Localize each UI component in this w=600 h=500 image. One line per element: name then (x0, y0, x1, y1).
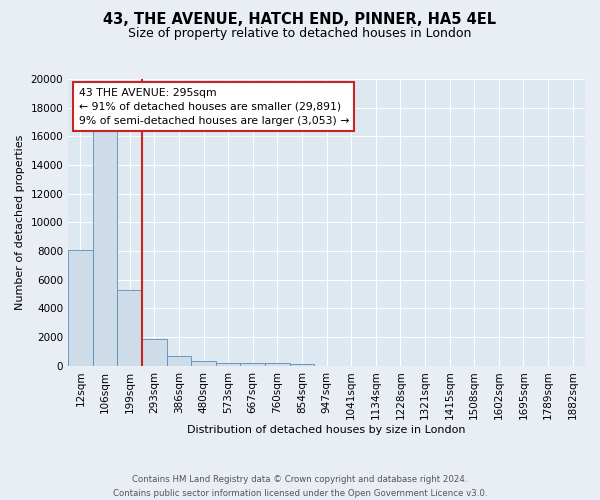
Bar (167, 356, 191, 366)
Bar (241, 363, 265, 366)
Text: Contains HM Land Registry data © Crown copyright and database right 2024.
Contai: Contains HM Land Registry data © Crown c… (113, 476, 487, 498)
Bar (118, 290, 142, 366)
Bar (290, 364, 314, 366)
Y-axis label: Number of detached properties: Number of detached properties (15, 134, 25, 310)
Bar (93, 129, 118, 366)
Text: 43 THE AVENUE: 295sqm
← 91% of detached houses are smaller (29,891)
9% of semi-d: 43 THE AVENUE: 295sqm ← 91% of detached … (79, 88, 349, 126)
Bar (216, 362, 241, 366)
X-axis label: Distribution of detached houses by size in London: Distribution of detached houses by size … (187, 425, 466, 435)
Bar (191, 361, 216, 366)
Bar (68, 250, 93, 366)
Bar (265, 364, 290, 366)
Text: Size of property relative to detached houses in London: Size of property relative to detached ho… (128, 28, 472, 40)
Bar (142, 340, 167, 366)
Text: 43, THE AVENUE, HATCH END, PINNER, HA5 4EL: 43, THE AVENUE, HATCH END, PINNER, HA5 4… (103, 12, 497, 28)
